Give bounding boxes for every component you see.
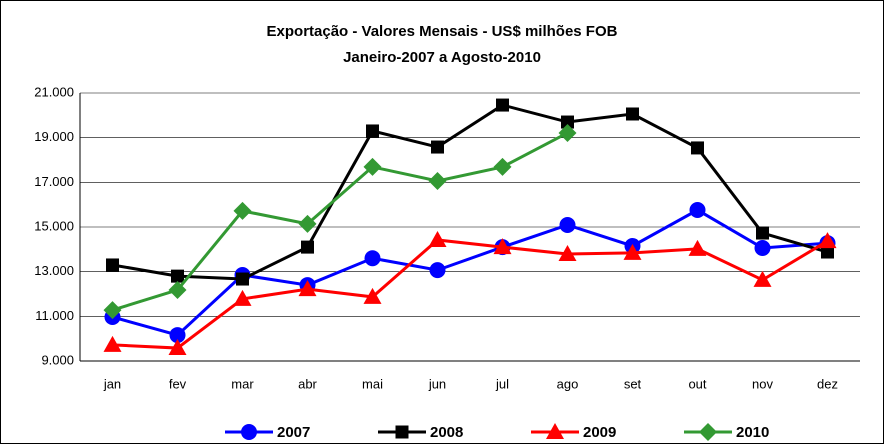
- marker: [493, 157, 512, 176]
- marker: [301, 240, 314, 254]
- x-tick-label: fev: [169, 376, 187, 391]
- marker: [691, 141, 704, 155]
- marker: [106, 258, 119, 272]
- series-line: [112, 131, 569, 312]
- x-tick-label: jun: [428, 376, 446, 391]
- y-tick-label: 21.000: [34, 84, 74, 99]
- marker: [103, 335, 122, 352]
- marker: [429, 262, 446, 279]
- marker: [753, 270, 772, 287]
- y-tick-label: 13.000: [34, 263, 74, 278]
- marker: [493, 238, 512, 255]
- marker: [233, 289, 252, 306]
- legend-label: 2009: [583, 424, 616, 441]
- y-tick-label: 19.000: [34, 129, 74, 144]
- marker: [546, 423, 564, 439]
- marker: [818, 232, 837, 249]
- legend-label: 2007: [277, 424, 310, 441]
- x-tick-label: nov: [752, 376, 773, 391]
- marker: [699, 423, 717, 441]
- series-line: [112, 103, 828, 281]
- marker: [558, 123, 577, 142]
- x-tick-label: jan: [103, 376, 121, 391]
- series-line: [112, 238, 829, 350]
- chart-title: Exportação - Valores Mensais - US$ milhõ…: [267, 23, 618, 40]
- x-tick-label: set: [624, 376, 642, 391]
- legend-label: 2010: [736, 424, 769, 441]
- marker: [364, 250, 381, 267]
- marker: [558, 245, 577, 262]
- marker: [496, 98, 509, 112]
- x-tick-label: mai: [362, 376, 383, 391]
- y-tick-label: 15.000: [34, 218, 74, 233]
- marker: [395, 425, 409, 439]
- marker: [688, 239, 707, 256]
- marker: [171, 269, 184, 283]
- chart-subtitle: Janeiro-2007 a Agosto-2010: [343, 49, 541, 66]
- marker: [363, 157, 382, 176]
- marker: [298, 214, 317, 233]
- x-tick-label: out: [688, 376, 706, 391]
- y-tick-label: 9.000: [41, 352, 74, 367]
- x-tick-label: jul: [495, 376, 509, 391]
- marker: [754, 239, 771, 256]
- marker: [366, 124, 379, 138]
- marker: [103, 301, 122, 320]
- marker: [756, 226, 769, 240]
- y-tick-label: 11.000: [35, 308, 74, 323]
- x-tick-label: abr: [298, 376, 317, 391]
- marker: [559, 216, 576, 233]
- marker: [428, 171, 447, 190]
- marker: [626, 107, 639, 121]
- marker: [431, 140, 444, 154]
- marker: [623, 243, 642, 260]
- marker: [298, 280, 317, 297]
- marker: [233, 201, 252, 220]
- x-tick-label: ago: [557, 376, 579, 391]
- marker: [689, 202, 706, 219]
- marker: [428, 230, 447, 247]
- marker: [241, 424, 257, 440]
- marker: [169, 327, 186, 344]
- x-tick-label: mar: [231, 376, 254, 391]
- legend-label: 2008: [430, 424, 463, 441]
- marker: [168, 280, 187, 299]
- y-tick-label: 17.000: [34, 174, 74, 189]
- series-line: [112, 208, 828, 337]
- marker: [561, 115, 574, 129]
- marker: [821, 245, 834, 259]
- x-tick-label: dez: [817, 376, 838, 391]
- marker: [168, 339, 187, 356]
- marker: [363, 287, 382, 304]
- marker: [236, 272, 249, 286]
